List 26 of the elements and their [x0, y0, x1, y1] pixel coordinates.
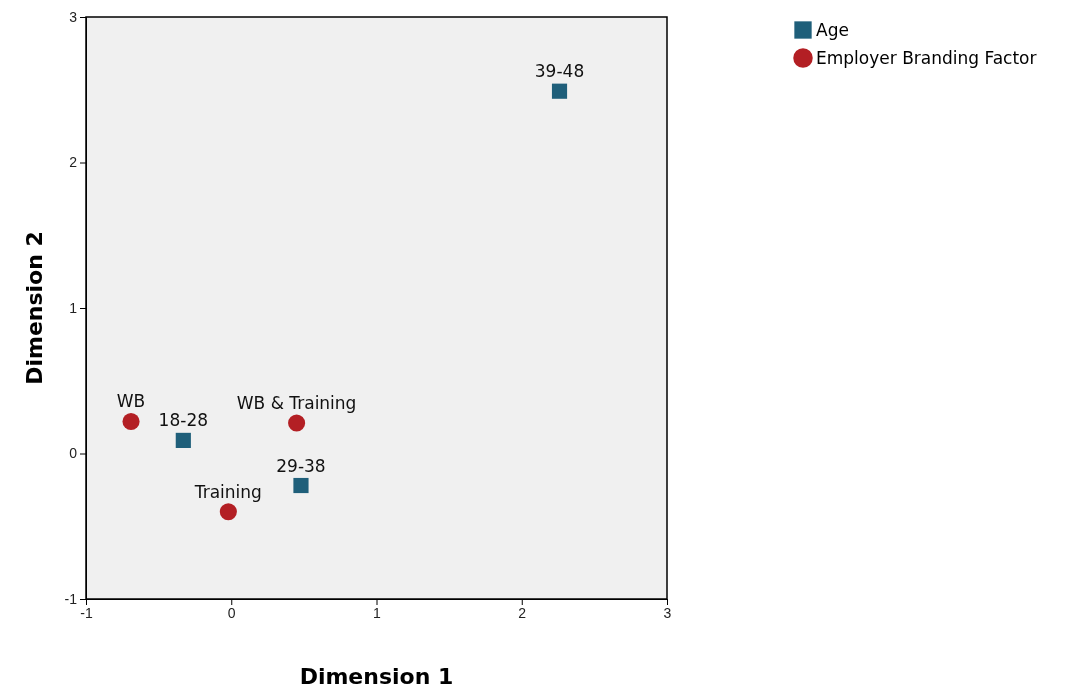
y-tick-label: 2 — [69, 154, 78, 171]
y-tick-label: 0 — [69, 445, 78, 462]
annotation: 18-28 — [158, 410, 209, 431]
x-tick-label: 1 — [373, 604, 382, 621]
x-tick-label: -1 — [80, 604, 93, 621]
annotation: 29-38 — [276, 455, 326, 476]
annotation: WB — [116, 391, 146, 412]
point — [219, 503, 237, 521]
y-tick-label: -1 — [64, 590, 78, 607]
x-tick-label: 0 — [227, 604, 236, 621]
point — [122, 412, 140, 431]
annotation: Training — [193, 481, 262, 502]
point — [293, 477, 309, 494]
x-tick-label: 2 — [518, 604, 527, 621]
annotation: 39-48 — [534, 61, 585, 82]
point — [175, 432, 191, 448]
annotation: WB & Training — [236, 392, 357, 413]
point — [288, 414, 306, 432]
legend-label: Age — [816, 20, 849, 40]
y-tick-label: 3 — [69, 8, 78, 25]
point — [551, 83, 568, 99]
legend-label: Employer Branding Factor — [816, 48, 1037, 68]
y-axis-title: Dimension 2 — [22, 231, 47, 385]
x-tick-label: 3 — [663, 604, 672, 621]
x-axis-title: Dimension 1 — [299, 664, 454, 689]
y-tick-label: 1 — [69, 299, 78, 316]
